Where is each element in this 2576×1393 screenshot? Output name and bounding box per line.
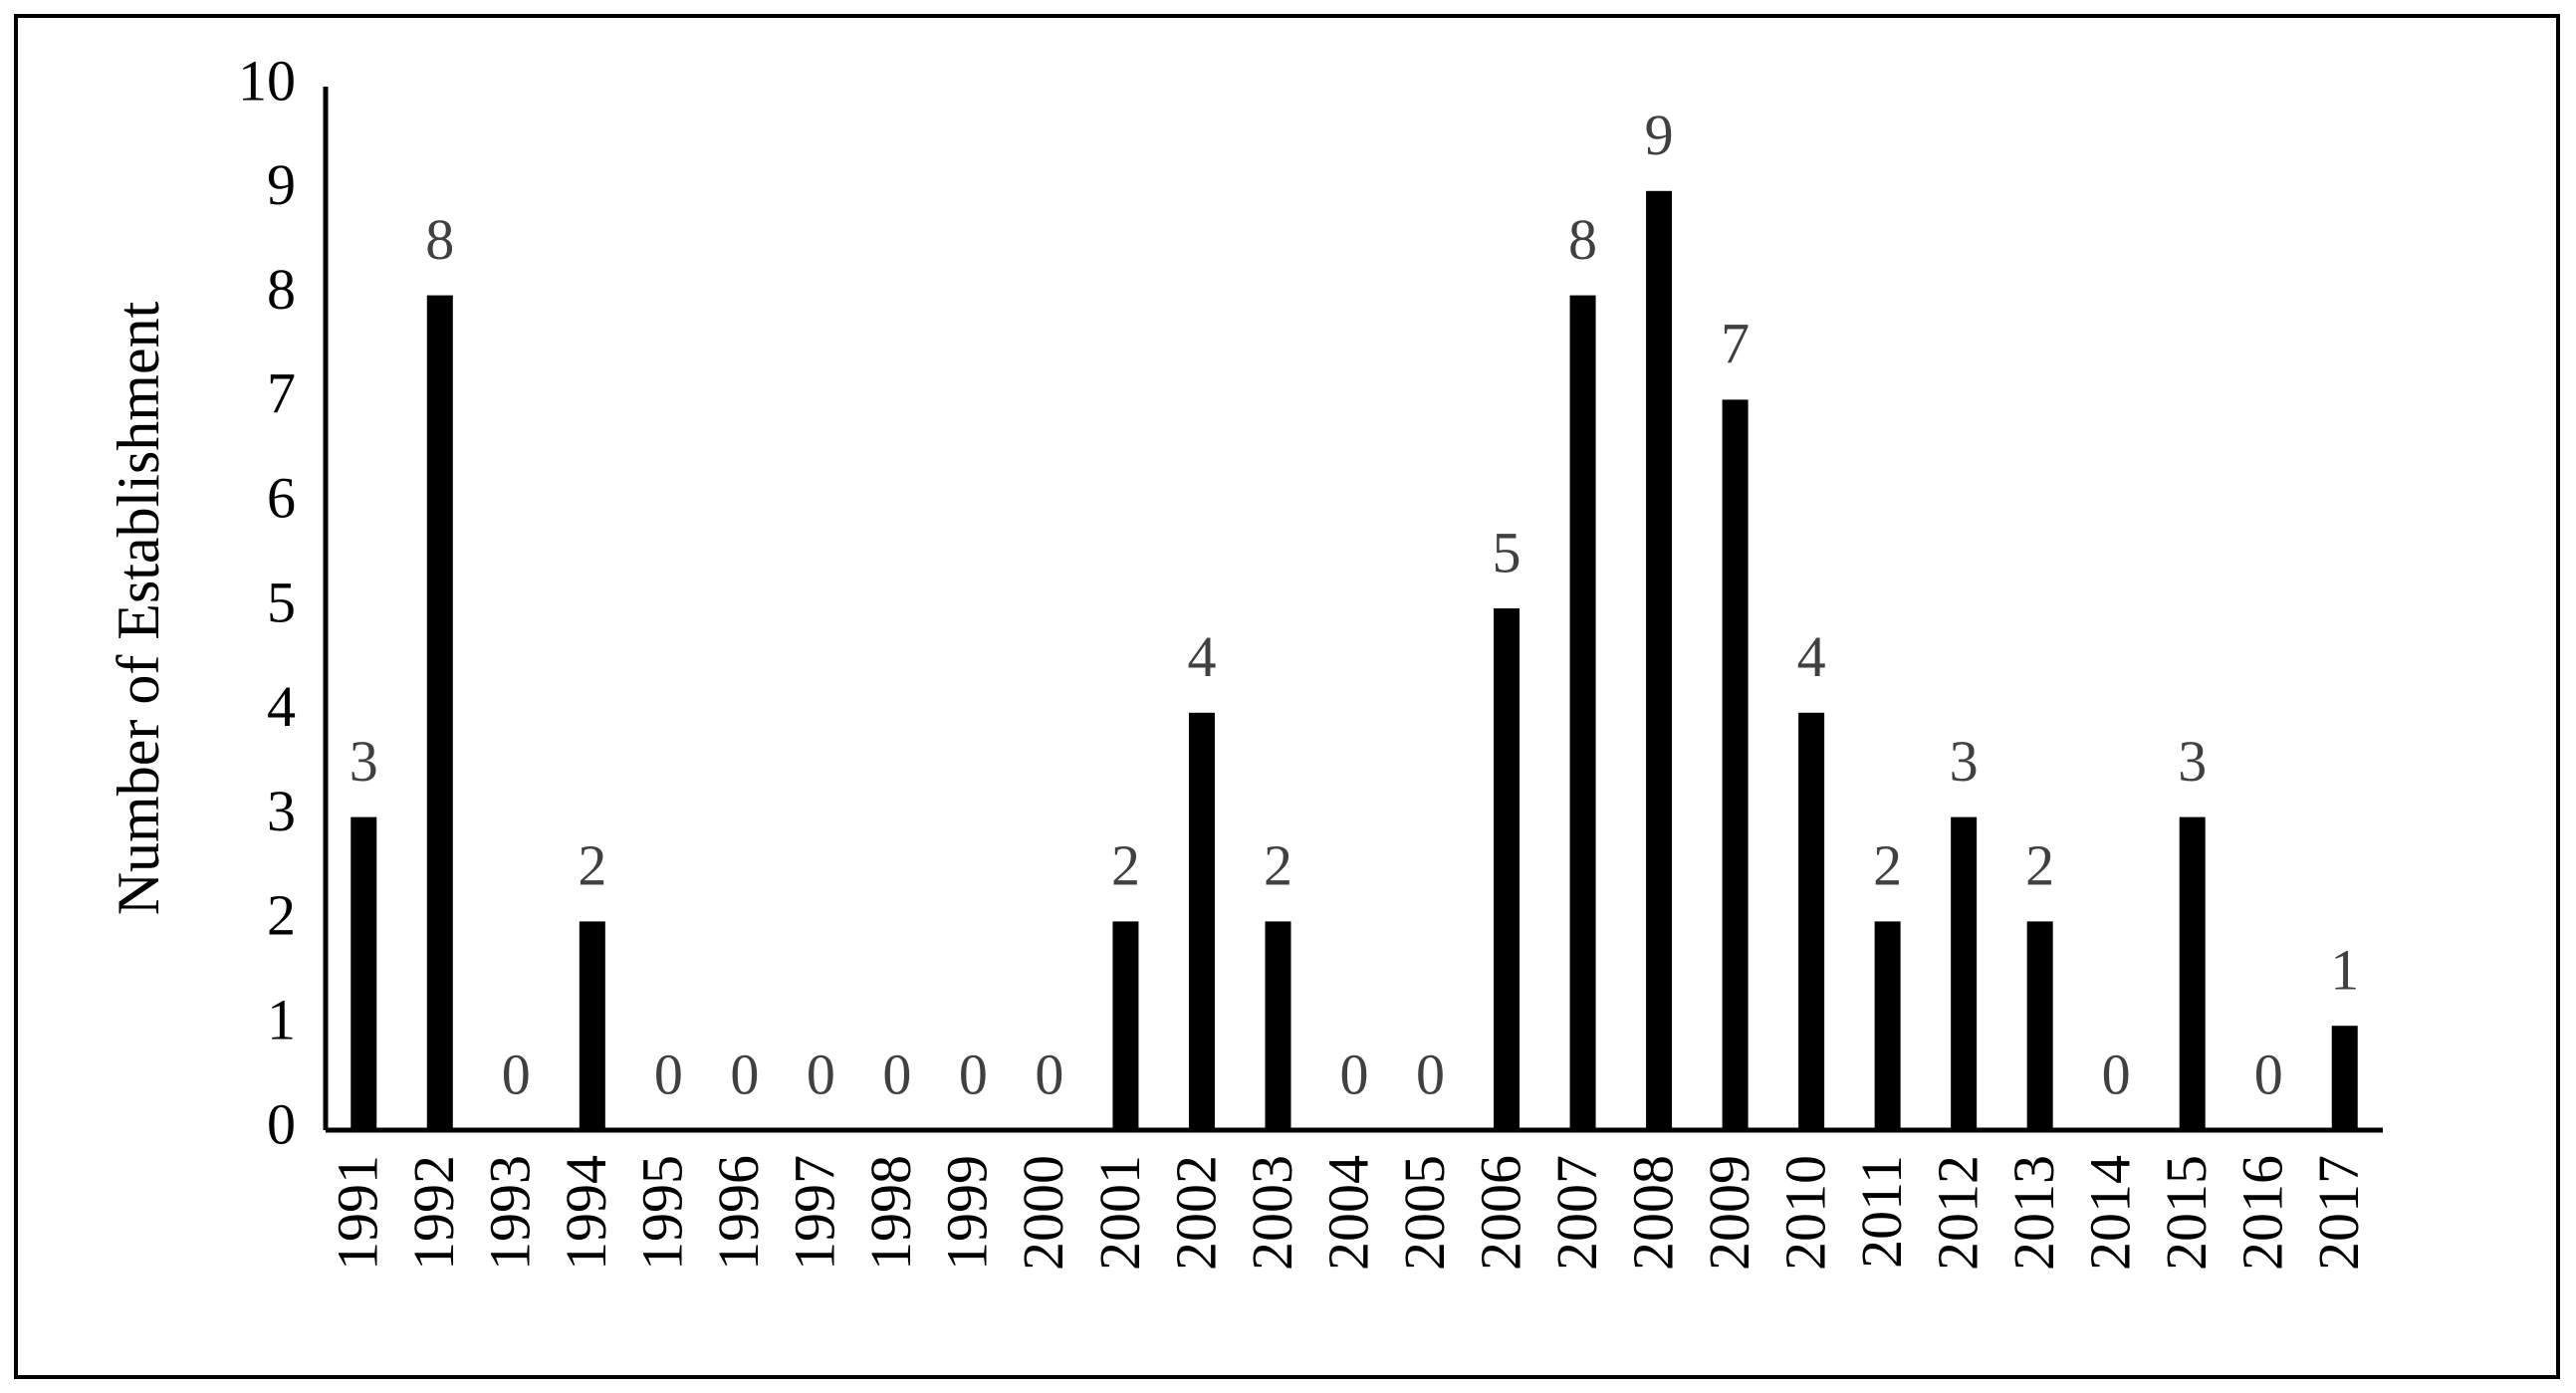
value-label: 0 [959, 1042, 988, 1106]
bar [1798, 712, 1825, 1130]
y-tick-label: 2 [267, 883, 296, 948]
value-label: 4 [1187, 624, 1216, 689]
x-tick-label: 2003 [1240, 1155, 1304, 1271]
y-tick-label: 9 [267, 152, 296, 217]
bar [2026, 921, 2053, 1130]
value-label: 5 [1493, 520, 1522, 584]
value-label: 8 [1568, 207, 1597, 272]
bar [1951, 816, 1978, 1130]
value-label: 2 [1264, 833, 1292, 898]
value-label: 9 [1645, 103, 1674, 167]
y-tick-label: 10 [238, 48, 296, 113]
value-label: 1 [2330, 938, 2359, 1003]
x-tick-label: 2009 [1697, 1155, 1761, 1271]
value-label: 0 [2254, 1042, 2283, 1106]
y-tick-label: 7 [267, 361, 296, 426]
value-label: 4 [1797, 624, 1826, 689]
x-tick-label: 2012 [1925, 1155, 1990, 1271]
value-label: 2 [578, 833, 606, 898]
y-tick-label: 4 [267, 674, 296, 739]
bar [426, 295, 453, 1131]
x-tick-label: 2014 [2077, 1155, 2142, 1271]
y-tick-label: 5 [267, 570, 296, 634]
value-label: 2 [2025, 833, 2054, 898]
bar [1265, 921, 1291, 1130]
value-label: 2 [1873, 833, 1902, 898]
y-tick-label: 0 [267, 1091, 296, 1156]
y-tick-label: 6 [267, 466, 296, 531]
x-tick-label: 2001 [1087, 1155, 1152, 1271]
value-label: 7 [1721, 312, 1750, 376]
x-tick-label: 1998 [858, 1155, 923, 1271]
value-label: 2 [1111, 833, 1140, 898]
bar [1188, 712, 1215, 1130]
x-tick-label: 2002 [1163, 1155, 1228, 1271]
x-tick-label: 2011 [1849, 1155, 1914, 1269]
x-tick-label: 2016 [2230, 1155, 2295, 1271]
y-axis-label: Number of Establishment [106, 301, 171, 915]
x-tick-label: 1996 [706, 1155, 771, 1271]
x-tick-label: 1992 [401, 1155, 466, 1271]
bar [1646, 190, 1673, 1131]
x-tick-label: 1995 [630, 1155, 695, 1271]
bar [1494, 608, 1521, 1130]
bar [1874, 921, 1901, 1130]
y-tick-label: 8 [267, 257, 296, 322]
value-label: 0 [1340, 1042, 1369, 1106]
bar [579, 921, 605, 1130]
x-tick-label: 2010 [1772, 1155, 1837, 1271]
y-tick-label: 1 [267, 988, 296, 1052]
value-label: 8 [425, 207, 454, 272]
x-tick-label: 1999 [935, 1155, 1000, 1271]
x-tick-label: 2008 [1620, 1155, 1685, 1271]
x-tick-label: 1991 [326, 1155, 390, 1271]
bar [1112, 921, 1139, 1130]
x-tick-label: 2007 [1544, 1155, 1609, 1271]
bar [351, 816, 377, 1130]
value-label: 0 [882, 1042, 911, 1106]
bar [1722, 399, 1749, 1130]
bar [2179, 816, 2206, 1130]
x-tick-label: 2013 [2001, 1155, 2066, 1271]
value-label: 0 [1035, 1042, 1063, 1106]
x-tick-label: 1994 [554, 1155, 618, 1271]
x-tick-label: 2005 [1392, 1155, 1457, 1271]
value-label: 0 [654, 1042, 683, 1106]
bar [1569, 295, 1596, 1131]
x-tick-label: 1997 [783, 1155, 847, 1271]
value-label: 0 [807, 1042, 835, 1106]
x-tick-label: 2017 [2306, 1155, 2371, 1271]
x-tick-label: 2015 [2154, 1155, 2219, 1271]
bar [2331, 1026, 2358, 1130]
value-label: 0 [2102, 1042, 2131, 1106]
x-tick-label: 2004 [1315, 1155, 1380, 1271]
x-tick-label: 2000 [1011, 1155, 1075, 1271]
value-label: 3 [1950, 729, 1979, 794]
value-label: 3 [2178, 729, 2207, 794]
value-label: 0 [502, 1042, 531, 1106]
value-label: 0 [730, 1042, 759, 1106]
x-tick-label: 1993 [478, 1155, 543, 1271]
value-label: 3 [350, 729, 378, 794]
y-tick-label: 3 [267, 779, 296, 843]
value-label: 0 [1416, 1042, 1445, 1106]
x-tick-label: 2006 [1468, 1155, 1532, 1271]
